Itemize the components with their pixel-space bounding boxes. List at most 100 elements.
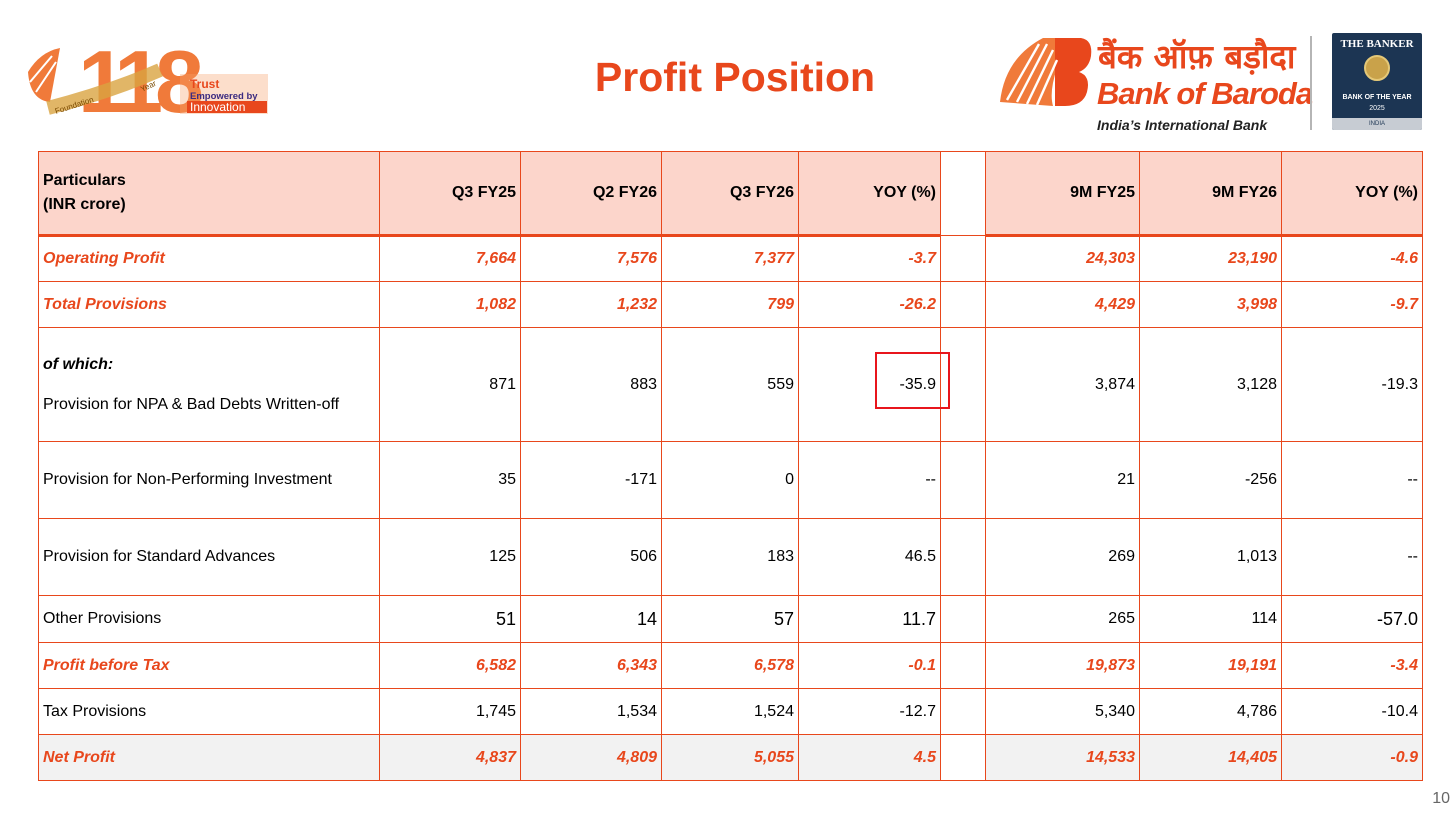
row-label: Profit before Tax [38,642,380,689]
page-number: 10 [1432,790,1450,807]
logo-word-innovation: Innovation [190,100,245,114]
cell: -0.1 [798,642,941,689]
cell: 5,055 [661,734,799,781]
table-row-profit-before-tax: Profit before Tax 6,582 6,343 6,578 -0.1… [38,642,1423,689]
table-header-row: Particulars (INR crore) Q3 FY25 Q2 FY26 … [38,151,1423,237]
cell: 799 [661,281,799,328]
table-row-tax-provisions: Tax Provisions 1,745 1,534 1,524 -12.7 5… [38,688,1423,735]
cell: 7,664 [379,235,521,282]
cell: 46.5 [798,518,941,596]
cell: 1,232 [520,281,662,328]
cell: 265 [985,595,1140,643]
cell: 183 [661,518,799,596]
cell: 114 [1139,595,1282,643]
award-title: BANK OF THE YEAR [1342,94,1412,101]
table-row-npi-provision: Provision for Non-Performing Investment … [38,441,1423,519]
cell: 6,582 [379,642,521,689]
column-gap [940,235,986,282]
award-country: INDIA [1332,118,1422,130]
cell: 7,576 [520,235,662,282]
column-header: 9M FY26 [1139,151,1282,237]
row-label-prefix: of which: [43,355,114,373]
cell: 3,128 [1139,327,1282,442]
row-label: Operating Profit [38,235,380,282]
column-header-particulars: Particulars (INR crore) [38,151,380,237]
cell: 3,874 [985,327,1140,442]
cell: -0.9 [1281,734,1423,781]
row-label: Provision for Non-Performing Investment [38,441,380,519]
bank-name: Bank of Baroda [1097,76,1313,111]
cell: 125 [379,518,521,596]
cell: -12.7 [798,688,941,735]
table-row-other-provisions: Other Provisions 51 14 57 11.7 265 114 -… [38,595,1423,643]
cell: -9.7 [1281,281,1423,328]
table-row-npa-provision: of which: Provision for NPA & Bad Debts … [38,327,1423,442]
cell: 5,340 [985,688,1140,735]
row-label: Provision for Standard Advances [38,518,380,596]
medal-icon [1364,55,1390,81]
cell: 6,578 [661,642,799,689]
cell: 4,429 [985,281,1140,328]
cell: 4,837 [379,734,521,781]
cell: -19.3 [1281,327,1423,442]
column-gap [940,518,986,596]
page-title: Profit Position [594,54,876,100]
column-gap [940,734,986,781]
cell: -- [798,441,941,519]
cell: 7,377 [661,235,799,282]
row-label: Tax Provisions [38,688,380,735]
row-label: Net Profit [38,734,380,781]
table-row-total-provisions: Total Provisions 1,082 1,232 799 -26.2 4… [38,281,1423,328]
cell: -3.7 [798,235,941,282]
cell: 4,786 [1139,688,1282,735]
cell: 1,013 [1139,518,1282,596]
bank-tagline: India’s International Bank [1097,117,1268,133]
cell: 6,343 [520,642,662,689]
column-header: 9M FY25 [985,151,1140,237]
cell: -26.2 [798,281,941,328]
highlight-box [875,352,950,409]
table-row-standard-advances: Provision for Standard Advances 125 506 … [38,518,1423,596]
header-label-line1: Particulars [43,172,126,189]
cell: 269 [985,518,1140,596]
row-label: Provision for NPA & Bad Debts Written-of… [43,395,340,413]
cell: 4.5 [798,734,941,781]
column-header: YOY (%) [1281,151,1423,237]
cell: 559 [661,327,799,442]
cell: -4.6 [1281,235,1423,282]
cell: 23,190 [1139,235,1282,282]
cell: 871 [379,327,521,442]
cell: 1,534 [520,688,662,735]
cell: -256 [1139,441,1282,519]
bank-stripes-mark [28,48,60,102]
cell: 506 [520,518,662,596]
cell: 35 [379,441,521,519]
column-header: Q3 FY25 [379,151,521,237]
cell: -171 [520,441,662,519]
cell: 21 [985,441,1140,519]
cell: -35.9 [798,327,941,442]
cell: -10.4 [1281,688,1423,735]
cell: 4,809 [520,734,662,781]
cell: 57 [661,595,799,643]
column-gap [940,441,986,519]
row-label: Total Provisions [38,281,380,328]
column-header: Q3 FY26 [661,151,799,237]
column-gap [940,151,986,236]
cell: 14 [520,595,662,643]
row-label: Other Provisions [38,595,380,643]
cell: 883 [520,327,662,442]
cell: 51 [379,595,521,643]
column-header: YOY (%) [798,151,941,237]
header-label-line2: (INR crore) [43,196,126,213]
cell: 0 [661,441,799,519]
column-gap [940,595,986,643]
cell: 11.7 [798,595,941,643]
logo-word-empowered: Empowered by [190,91,258,102]
cell: -57.0 [1281,595,1423,643]
cell: 19,873 [985,642,1140,689]
cell: 14,533 [985,734,1140,781]
column-header: Q2 FY26 [520,151,662,237]
cell: 24,303 [985,235,1140,282]
bank-of-baroda-sunburst-icon [1000,38,1092,106]
